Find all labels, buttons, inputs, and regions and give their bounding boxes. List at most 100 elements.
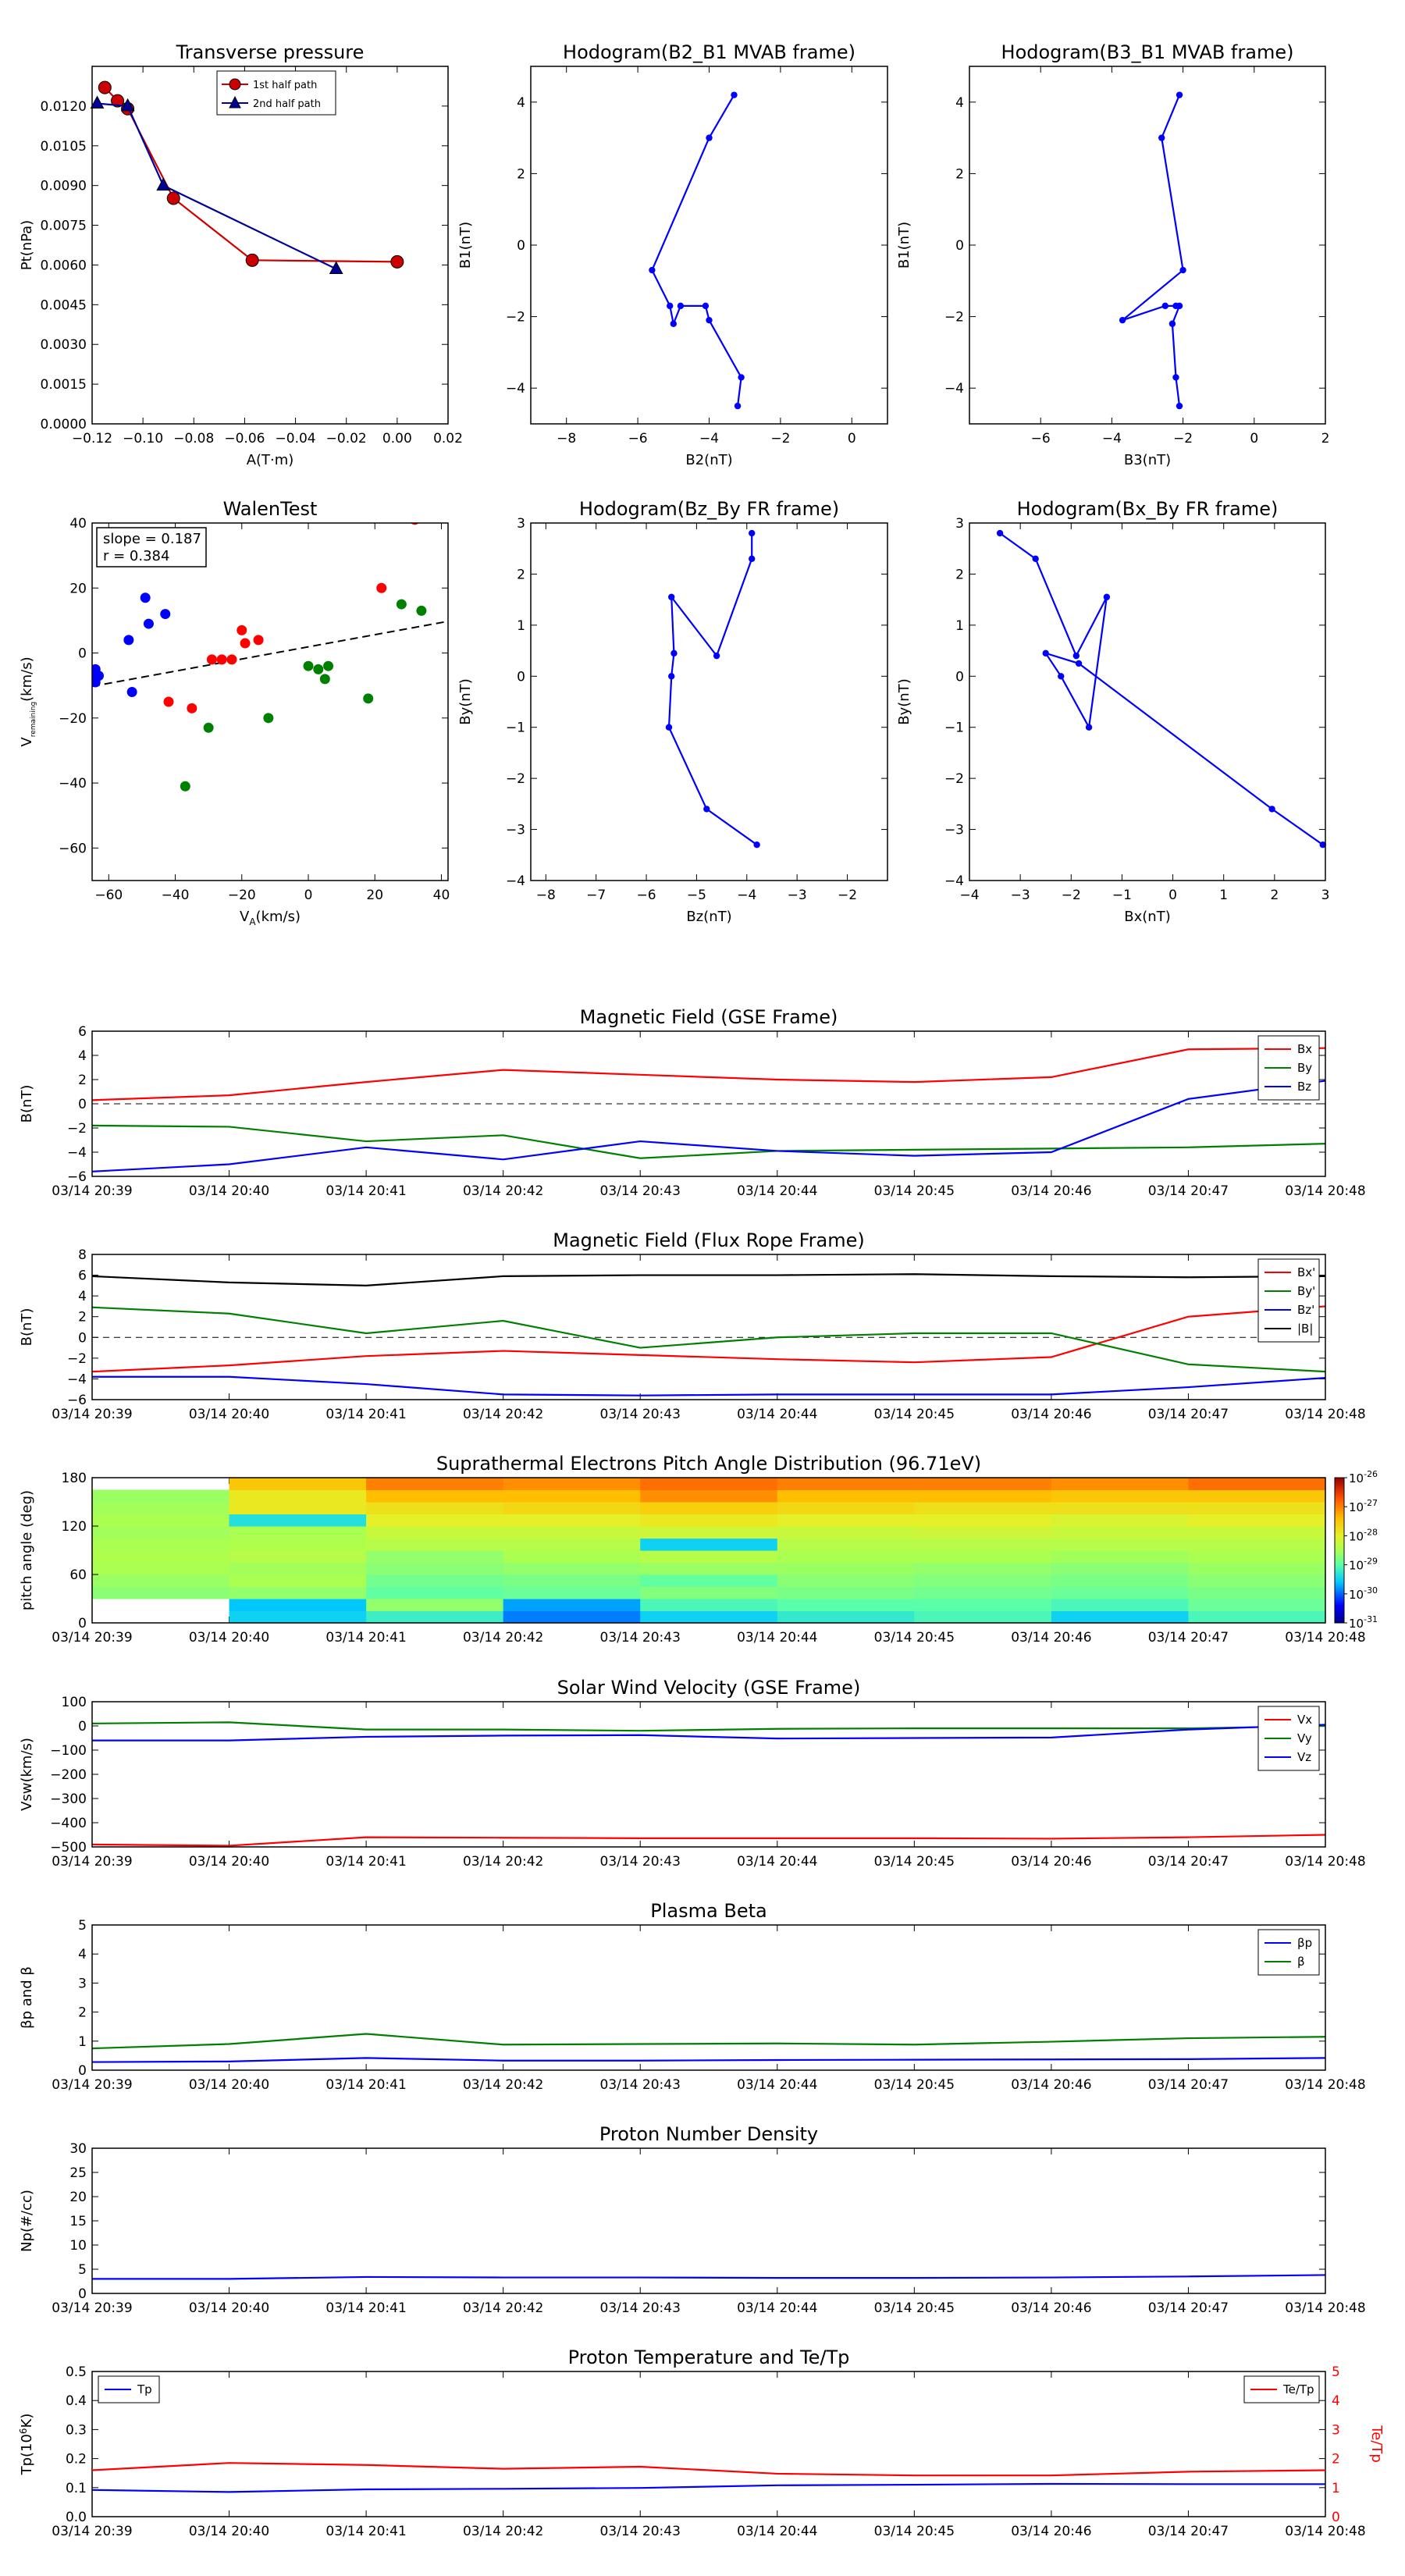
pad-cell [92, 1562, 230, 1575]
vsw-xtick-label: 03/14 20:45 [874, 1854, 955, 1870]
pad-cell [640, 1526, 778, 1539]
pad-cell [640, 1550, 778, 1563]
tp-ytick-label: 0.1 [66, 2481, 87, 2496]
h23-xtick-label: −2 [770, 431, 790, 447]
hxy-ytick-label: 1 [955, 618, 964, 634]
tp-ytick-label: 0.4 [66, 2393, 87, 2409]
pad-colorbar-label: 10-28 [1349, 1527, 1378, 1543]
pad-xtick-label: 03/14 20:40 [189, 1630, 269, 1646]
walen-point [416, 605, 427, 616]
hxy-ylabel: By(nT) [896, 678, 912, 724]
pt-title: Transverse pressure [176, 41, 365, 63]
bgse-ytick-label: 0 [78, 1097, 87, 1112]
walen-xtick-label: −60 [94, 888, 123, 903]
pt-point [166, 191, 180, 205]
pad-cell [1188, 1502, 1326, 1514]
pt-point [120, 98, 135, 112]
pad-cell [777, 1574, 915, 1587]
bgse-xtick-label: 03/14 20:40 [189, 1183, 269, 1199]
bfr-legend-label: |B| [1297, 1322, 1313, 1336]
h23-point [702, 302, 710, 310]
h31-point [1158, 134, 1165, 141]
hxy-ytick-label: 3 [955, 516, 964, 532]
vsw-legend-label: Vx [1297, 1713, 1312, 1727]
pt-xlabel: A(T·m) [247, 452, 294, 468]
h31-point [1168, 320, 1176, 327]
bfr-legend-label: Bx' [1297, 1265, 1315, 1279]
vsw-xtick-label: 03/14 20:43 [600, 1854, 681, 1870]
pad-cell [640, 1514, 778, 1527]
pad-cell [914, 1489, 1052, 1503]
bfr-ytick-label: 4 [78, 1289, 87, 1304]
h31-xtick-label: −4 [1102, 431, 1122, 447]
walen-xtick-label: 0 [304, 888, 313, 903]
hxy-xtick-label: 2 [1270, 888, 1279, 903]
walen-point [94, 671, 105, 681]
walen-title: WalenTest [223, 498, 318, 520]
walen-point [396, 599, 407, 610]
bfr-ytick-label: 8 [78, 1247, 87, 1263]
pad-colorbar-label: 10-26 [1349, 1469, 1378, 1485]
tp-ytick-label: 0.3 [66, 2422, 87, 2438]
walen-xtick-label: 20 [366, 888, 383, 903]
bgse-ytick-label: 4 [78, 1048, 87, 1064]
h23-xtick-label: −8 [557, 431, 576, 447]
walen-point [140, 592, 151, 603]
hxy-xtick-label: −1 [1112, 888, 1132, 903]
h23-ytick-label: 4 [517, 95, 525, 111]
tp-right-ytick-label: 1 [1332, 2481, 1340, 2496]
walen-xtick-label: −20 [228, 888, 256, 903]
bgse-xtick-label: 03/14 20:44 [737, 1183, 817, 1199]
pad-ytick-label: 60 [69, 1567, 87, 1583]
vsw-title: Solar Wind Velocity (GSE Frame) [557, 1677, 861, 1699]
pad-cell [777, 1502, 915, 1514]
pad-cell [92, 1514, 230, 1527]
walen-ytick-label: 40 [69, 516, 87, 532]
hxy-point [1075, 660, 1083, 667]
tp-series-line-0 [91, 2482, 1325, 2493]
walen-ytick-label: −40 [59, 776, 87, 792]
h23-xtick-label: −4 [699, 431, 719, 447]
walen-point [240, 638, 251, 649]
beta-series-line-1 [91, 2033, 1326, 2050]
vsw-ytick-label: −500 [50, 1840, 87, 1856]
np-xtick-label: 03/14 20:42 [463, 2300, 543, 2316]
pad-cell [1051, 1599, 1189, 1611]
pad-cell [92, 1574, 230, 1587]
pad-cell [640, 1574, 778, 1587]
bgse-plot-frame [91, 1030, 1326, 1177]
pt-ylabel: Pt(nPa) [19, 220, 35, 270]
hxy-xtick-label: −4 [959, 888, 979, 903]
bgse-series-line-1 [91, 1124, 1326, 1159]
hzy-ytick-label: −3 [506, 823, 525, 838]
walen-point [237, 624, 247, 635]
tp-ytick-label: 0.0 [66, 2510, 87, 2525]
pad-cell [1188, 1489, 1326, 1503]
tp-xtick-label: 03/14 20:40 [189, 2524, 269, 2539]
hzy-ylabel: By(nT) [457, 678, 474, 724]
tp-xtick-label: 03/14 20:47 [1148, 2524, 1229, 2539]
pad-cell [366, 1489, 504, 1503]
bfr-series-line-0 [91, 1305, 1326, 1373]
beta-ytick-label: 0 [78, 2063, 87, 2079]
bfr-xtick-label: 03/14 20:43 [600, 1407, 681, 1422]
h31-ytick-label: 2 [955, 166, 964, 182]
bgse-xtick-label: 03/14 20:46 [1011, 1183, 1091, 1199]
pad-ytick-label: 180 [62, 1471, 87, 1486]
hxy-ytick-label: 0 [955, 669, 964, 685]
pad-cell [366, 1478, 504, 1490]
walen-plot-frame [91, 522, 449, 881]
pad-cell [1051, 1478, 1189, 1490]
walen-point [253, 635, 264, 646]
np-ytick-label: 10 [69, 2238, 87, 2254]
pt-legend-label: 1st half path [253, 80, 317, 91]
bgse-series-line-2 [91, 1080, 1326, 1172]
hzy-xtick-label: −5 [687, 888, 706, 903]
pad-xtick-label: 03/14 20:39 [52, 1630, 132, 1646]
hzy-ytick-label: 3 [517, 516, 525, 532]
pad-cell [914, 1538, 1052, 1551]
pad-cell [1188, 1478, 1326, 1490]
vsw-ytick-label: −200 [50, 1767, 87, 1783]
walen-fit-line [92, 620, 448, 688]
